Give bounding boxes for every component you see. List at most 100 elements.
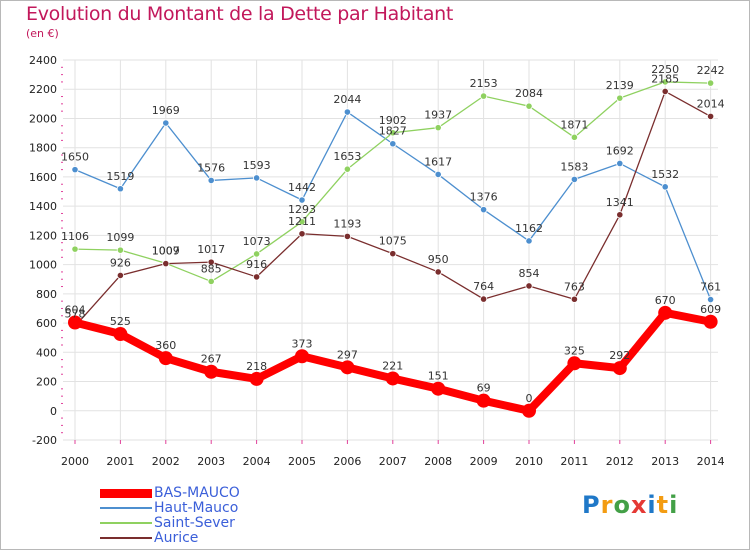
data-point-haut-mauco	[343, 108, 351, 116]
data-label-bas-mauco: 221	[382, 359, 403, 372]
data-label-bas-mauco: 267	[201, 353, 222, 366]
y-tick-label: 0	[50, 405, 57, 418]
x-tick-label: 2008	[424, 455, 452, 468]
data-label-bas-mauco: 360	[155, 339, 176, 352]
data-label-saint-sever: 1293	[288, 203, 316, 216]
data-label-saint-sever: 2084	[515, 87, 543, 100]
chart-subtitle: (en €)	[26, 27, 59, 40]
x-tick-label: 2013	[651, 455, 679, 468]
data-label-aurice: 916	[246, 258, 267, 271]
data-label-haut-mauco: 1442	[288, 181, 316, 194]
data-point-bas-mauco	[295, 349, 309, 364]
logo-letter: i	[647, 491, 657, 519]
data-point-saint-sever	[661, 78, 669, 86]
series-bas-mauco	[68, 305, 718, 418]
data-label-bas-mauco: 373	[292, 337, 313, 350]
data-label-aurice: 1007	[152, 245, 180, 258]
data-label-aurice: 763	[564, 280, 585, 293]
data-point-bas-mauco	[249, 371, 264, 386]
data-point-bas-mauco	[612, 361, 627, 376]
data-label-aurice: 1075	[379, 235, 407, 248]
x-tick-label: 2001	[106, 455, 134, 468]
data-label-saint-sever: 2139	[606, 79, 634, 92]
data-point-bas-mauco	[431, 381, 446, 396]
legend-label-aurice: Aurice	[154, 530, 199, 546]
data-point-saint-sever	[343, 165, 351, 173]
series-saint-sever	[71, 78, 715, 286]
data-label-saint-sever: 1871	[560, 118, 588, 131]
y-tick-label: 400	[36, 346, 57, 359]
data-point-haut-mauco	[616, 159, 624, 168]
data-point-saint-sever	[479, 92, 488, 100]
data-label-bas-mauco: 670	[655, 294, 676, 307]
x-tick-label: 2011	[560, 455, 588, 468]
data-point-aurice	[207, 258, 215, 266]
data-point-haut-mauco	[706, 295, 715, 304]
data-label-haut-mauco: 1969	[152, 104, 180, 117]
legend-label-haut-mauco: Haut-Mauco	[154, 500, 239, 516]
data-point-saint-sever	[616, 94, 624, 102]
y-tick-label: 1400	[29, 200, 57, 213]
x-tick-label: 2010	[515, 455, 543, 468]
data-point-aurice	[434, 268, 442, 276]
data-point-saint-sever	[706, 79, 715, 87]
data-label-saint-sever: 1902	[379, 114, 407, 127]
data-point-saint-sever	[389, 129, 397, 137]
y-tick-label: 1600	[29, 171, 57, 184]
data-label-aurice: 2185	[651, 72, 679, 85]
data-label-aurice: 950	[428, 253, 449, 266]
data-point-haut-mauco	[389, 140, 397, 148]
data-label-bas-mauco: 297	[337, 348, 358, 361]
logo-letter: P	[582, 491, 601, 519]
data-point-aurice	[116, 271, 125, 280]
data-label-aurice: 2014	[697, 97, 725, 110]
y-tick-label: 2000	[29, 112, 57, 125]
data-point-aurice	[525, 282, 533, 290]
y-tick-label: 2200	[29, 83, 57, 96]
data-label-haut-mauco: 1827	[379, 125, 407, 138]
data-label-haut-mauco: 1583	[560, 160, 588, 173]
data-point-saint-sever	[434, 124, 442, 132]
data-label-bas-mauco: 69	[477, 382, 491, 395]
data-label-bas-mauco: 292	[609, 349, 630, 362]
data-point-haut-mauco	[71, 166, 79, 174]
data-label-haut-mauco: 1576	[197, 161, 225, 174]
data-point-saint-sever	[116, 246, 125, 254]
proxiti-logo: Proxiti	[582, 491, 678, 519]
data-point-aurice	[479, 295, 488, 303]
x-tick-label: 2007	[379, 455, 407, 468]
logo-letter: r	[600, 491, 614, 519]
data-point-aurice	[706, 112, 715, 121]
data-label-bas-mauco: 151	[428, 370, 449, 383]
logo-letter: i	[669, 491, 679, 519]
y-tick-label: 800	[36, 288, 57, 301]
data-point-bas-mauco	[68, 315, 82, 330]
data-point-aurice	[253, 273, 261, 281]
x-tick-label: 2012	[606, 455, 634, 468]
x-axis: 2000 2001 2002 2003 2004 2005 2006 2007 2008 2009…	[61, 440, 725, 468]
y-tick-label: 2400	[29, 54, 57, 67]
data-label-aurice: 1017	[197, 243, 225, 256]
data-point-aurice	[616, 211, 624, 219]
data-label-aurice: 1193	[333, 217, 361, 230]
data-point-bas-mauco	[703, 314, 718, 329]
data-point-bas-mauco	[113, 327, 128, 342]
data-label-saint-sever: 2250	[651, 63, 679, 76]
data-label-haut-mauco: 2044	[333, 93, 361, 106]
data-label-aurice: 578	[65, 307, 86, 320]
x-tick-label: 2004	[243, 455, 271, 468]
data-point-bas-mauco	[476, 393, 491, 408]
legend-swatch-aurice	[100, 537, 152, 539]
x-tick-label: 2002	[152, 455, 180, 468]
data-label-saint-sever: 2242	[697, 64, 725, 77]
legend-swatch-bas-mauco	[100, 488, 152, 498]
data-point-haut-mauco	[162, 119, 170, 127]
legend-swatch-saint-sever	[100, 522, 152, 524]
data-point-bas-mauco	[158, 351, 173, 366]
x-tick-label: 2014	[697, 455, 725, 468]
data-point-saint-sever	[298, 218, 306, 226]
y-tick-label: 1200	[29, 229, 57, 242]
series-aurice	[71, 87, 715, 330]
